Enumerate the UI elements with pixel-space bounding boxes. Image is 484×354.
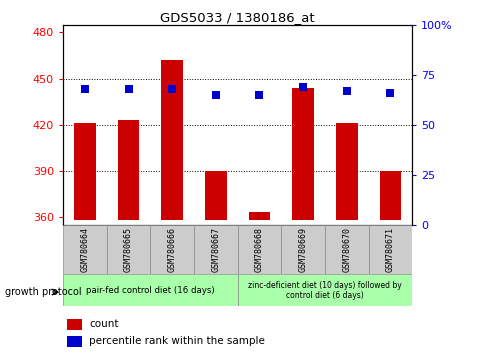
Bar [204, 171, 226, 220]
Bar [335, 123, 357, 220]
Text: zinc-deficient diet (10 days) followed by
control diet (6 days): zinc-deficient diet (10 days) followed b… [247, 281, 401, 300]
Text: GSM780667: GSM780667 [211, 227, 220, 272]
Bar [74, 123, 95, 220]
Text: GSM780669: GSM780669 [298, 227, 307, 272]
Bar [194, 225, 237, 274]
Text: GSM780665: GSM780665 [124, 227, 133, 272]
Bar [378, 171, 400, 220]
Text: GSM780671: GSM780671 [385, 227, 394, 272]
Text: GSM780664: GSM780664 [80, 227, 89, 272]
Text: GSM780666: GSM780666 [167, 227, 176, 272]
Point [386, 90, 393, 96]
Bar [324, 225, 368, 274]
Text: GSM780670: GSM780670 [342, 227, 350, 272]
Title: GDS5033 / 1380186_at: GDS5033 / 1380186_at [160, 11, 314, 24]
Bar [368, 225, 411, 274]
Text: percentile rank within the sample: percentile rank within the sample [89, 336, 265, 346]
Bar [237, 225, 281, 274]
Bar [66, 336, 82, 347]
Bar [161, 60, 182, 220]
Point [168, 86, 176, 92]
Point [342, 88, 350, 93]
Text: count: count [89, 319, 119, 329]
Point [81, 86, 89, 92]
Bar [237, 274, 411, 306]
Text: pair-fed control diet (16 days): pair-fed control diet (16 days) [86, 286, 214, 295]
Text: GSM780668: GSM780668 [255, 227, 263, 272]
Bar [281, 225, 324, 274]
Point [299, 84, 306, 90]
Bar [106, 225, 150, 274]
Bar [66, 319, 82, 330]
Bar [248, 212, 270, 220]
Bar [63, 274, 237, 306]
Text: growth protocol: growth protocol [5, 287, 81, 297]
Bar [117, 120, 139, 220]
Bar [63, 225, 106, 274]
Point [124, 86, 132, 92]
Point [212, 92, 219, 98]
Bar [150, 225, 194, 274]
Point [255, 92, 263, 98]
Bar [291, 88, 313, 220]
